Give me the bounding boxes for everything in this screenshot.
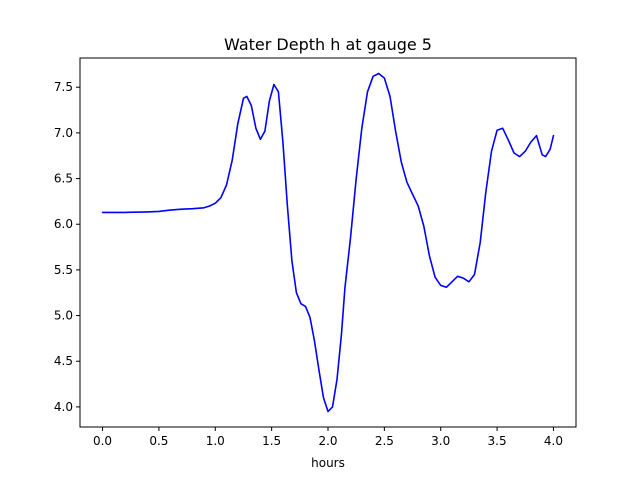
y-axis-ticks: 4.0 4.5 5.0 5.5 6.0 6.5 7.0 7.5 xyxy=(54,80,80,414)
x-tick-label: 0.0 xyxy=(93,434,112,448)
x-tick-label: 2.0 xyxy=(318,434,337,448)
chart-title: Water Depth h at gauge 5 xyxy=(224,35,432,54)
y-tick-label: 5.5 xyxy=(54,263,73,277)
y-tick-label: 4.0 xyxy=(54,400,73,414)
x-tick-label: 4.0 xyxy=(544,434,563,448)
x-axis-label: hours xyxy=(311,456,345,470)
y-tick-label: 7.5 xyxy=(54,80,73,94)
x-tick-label: 3.5 xyxy=(488,434,507,448)
y-tick-label: 7.0 xyxy=(54,126,73,140)
y-tick-label: 6.5 xyxy=(54,172,73,186)
x-tick-label: 1.5 xyxy=(262,434,281,448)
series-layer xyxy=(101,72,555,413)
x-tick-label: 0.5 xyxy=(149,434,168,448)
x-tick-label: 1.0 xyxy=(206,434,225,448)
x-axis-ticks: 0.0 0.5 1.0 1.5 2.0 2.5 3.0 3.5 4.0 xyxy=(93,427,563,448)
y-tick-label: 5.0 xyxy=(54,309,73,323)
plot-area-frame xyxy=(79,57,577,428)
series-line xyxy=(101,72,555,413)
x-tick-label: 2.5 xyxy=(375,434,394,448)
y-tick-label: 4.5 xyxy=(54,354,73,368)
y-tick-label: 6.0 xyxy=(54,217,73,231)
x-tick-label: 3.0 xyxy=(431,434,450,448)
